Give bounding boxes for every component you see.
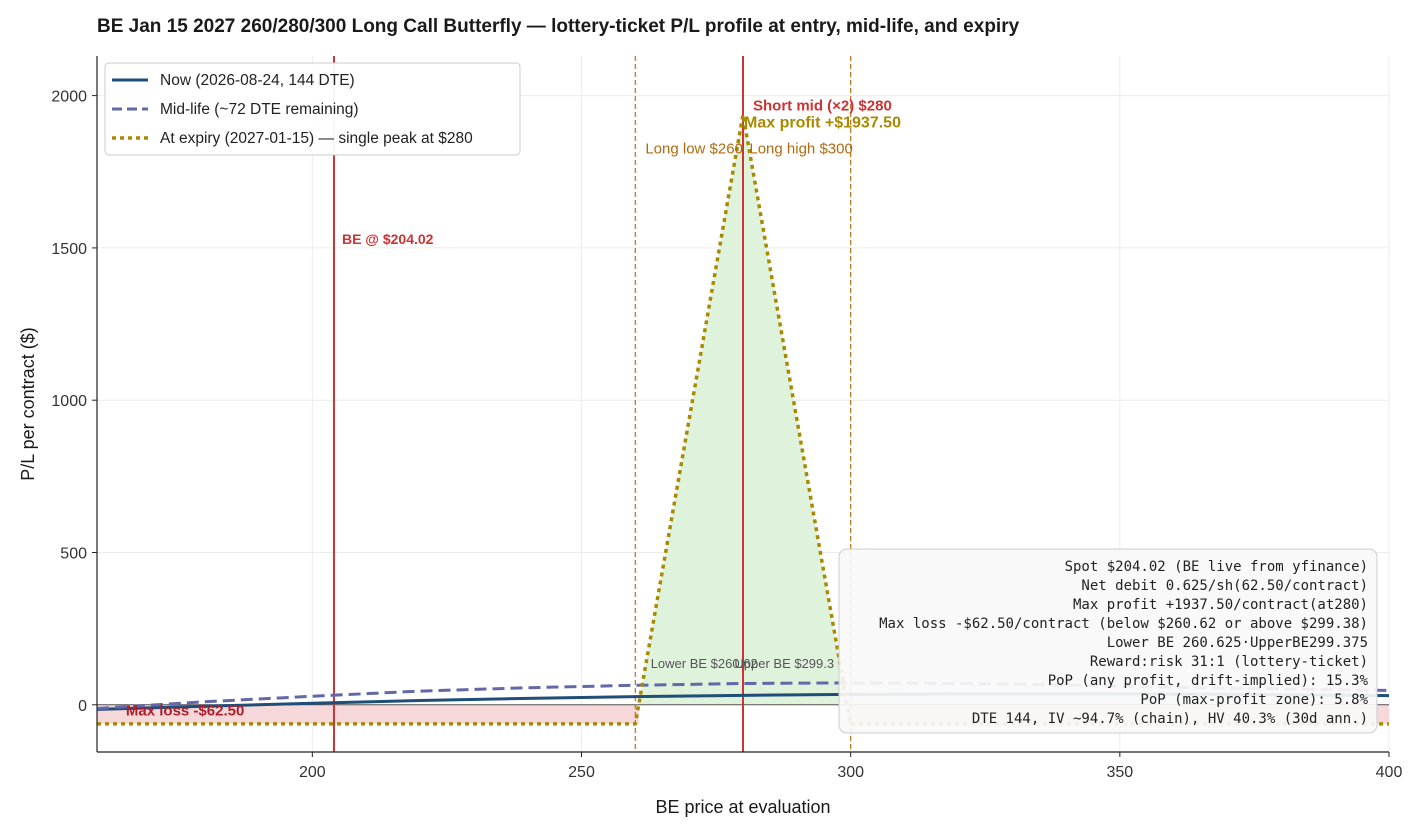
legend-label-0: Now (2026-08-24, 144 DTE) bbox=[160, 72, 355, 89]
long-low-label: Long low $260 bbox=[645, 140, 743, 157]
info-line-5: Reward:risk 31:1 (lottery-ticket) bbox=[1090, 654, 1368, 670]
info-line-0: Spot $204.02 (BE live from yfinance) bbox=[1065, 559, 1368, 575]
y-tick-label: 2000 bbox=[51, 89, 87, 106]
x-tick-label: 250 bbox=[568, 764, 595, 781]
x-tick-label: 300 bbox=[837, 764, 864, 781]
y-tick-label: 0 bbox=[78, 698, 87, 715]
legend-label-2: At expiry (2027-01-15) — single peak at … bbox=[160, 130, 473, 147]
info-line-3: Max loss -$62.50/contract (below $260.62… bbox=[879, 616, 1368, 632]
y-tick-label: 1500 bbox=[51, 241, 87, 258]
x-tick-label: 350 bbox=[1106, 764, 1133, 781]
x-tick-label: 400 bbox=[1376, 764, 1403, 781]
max-profit-label: Max profit +$1937.50 bbox=[744, 115, 901, 132]
info-box: Spot $204.02 (BE live from yfinance) Net … bbox=[838, 548, 1378, 734]
chart-title: BE Jan 15 2027 260/280/300 Long Call But… bbox=[97, 16, 1020, 37]
lower-be-label: Lower BE $260.62 bbox=[651, 656, 758, 671]
axes: 200 250 300 350 400 0 500 1000 1500 2000 bbox=[51, 56, 1402, 781]
loss-region-fill bbox=[97, 704, 639, 724]
info-line-4: Lower BE 260.625·UpperBE299.375 bbox=[1107, 635, 1368, 651]
legend[interactable]: Now (2026-08-24, 144 DTE) Mid-life (~72 D… bbox=[104, 62, 521, 156]
legend-frame bbox=[104, 62, 521, 156]
info-line-8: DTE 144, IV ~94.7% (chain), HV 40.3% (30… bbox=[972, 711, 1368, 727]
y-axis-label: P/L per contract ($) bbox=[18, 327, 38, 480]
y-tick-label: 1000 bbox=[51, 393, 87, 410]
long-high-label: Long high $300 bbox=[749, 140, 852, 157]
short-mid-label: Short mid (×2) $280 bbox=[753, 98, 892, 115]
y-tick-label: 500 bbox=[60, 545, 87, 562]
max-loss-label: Max loss -$62.50 bbox=[126, 702, 244, 719]
upper-be-label: Upper BE $299.3 bbox=[734, 656, 834, 671]
info-box-frame bbox=[838, 548, 1378, 734]
legend-label-1: Mid-life (~72 DTE remaining) bbox=[160, 101, 359, 118]
x-axis-label: BE price at evaluation bbox=[655, 797, 830, 817]
info-line-7: PoP (max-profit zone): 5.8% bbox=[1140, 692, 1368, 708]
info-line-1: Net debit 0.625/sh(62.50/contract) bbox=[1081, 578, 1368, 594]
x-tick-label: 200 bbox=[299, 764, 326, 781]
info-line-2: Max profit +1937.50/contract(at280) bbox=[1073, 597, 1368, 613]
be-spot-label: BE @ $204.02 bbox=[342, 231, 434, 247]
strike-lines bbox=[97, 56, 1389, 752]
info-line-6: PoP (any profit, drift-implied): 15.3% bbox=[1048, 673, 1369, 689]
